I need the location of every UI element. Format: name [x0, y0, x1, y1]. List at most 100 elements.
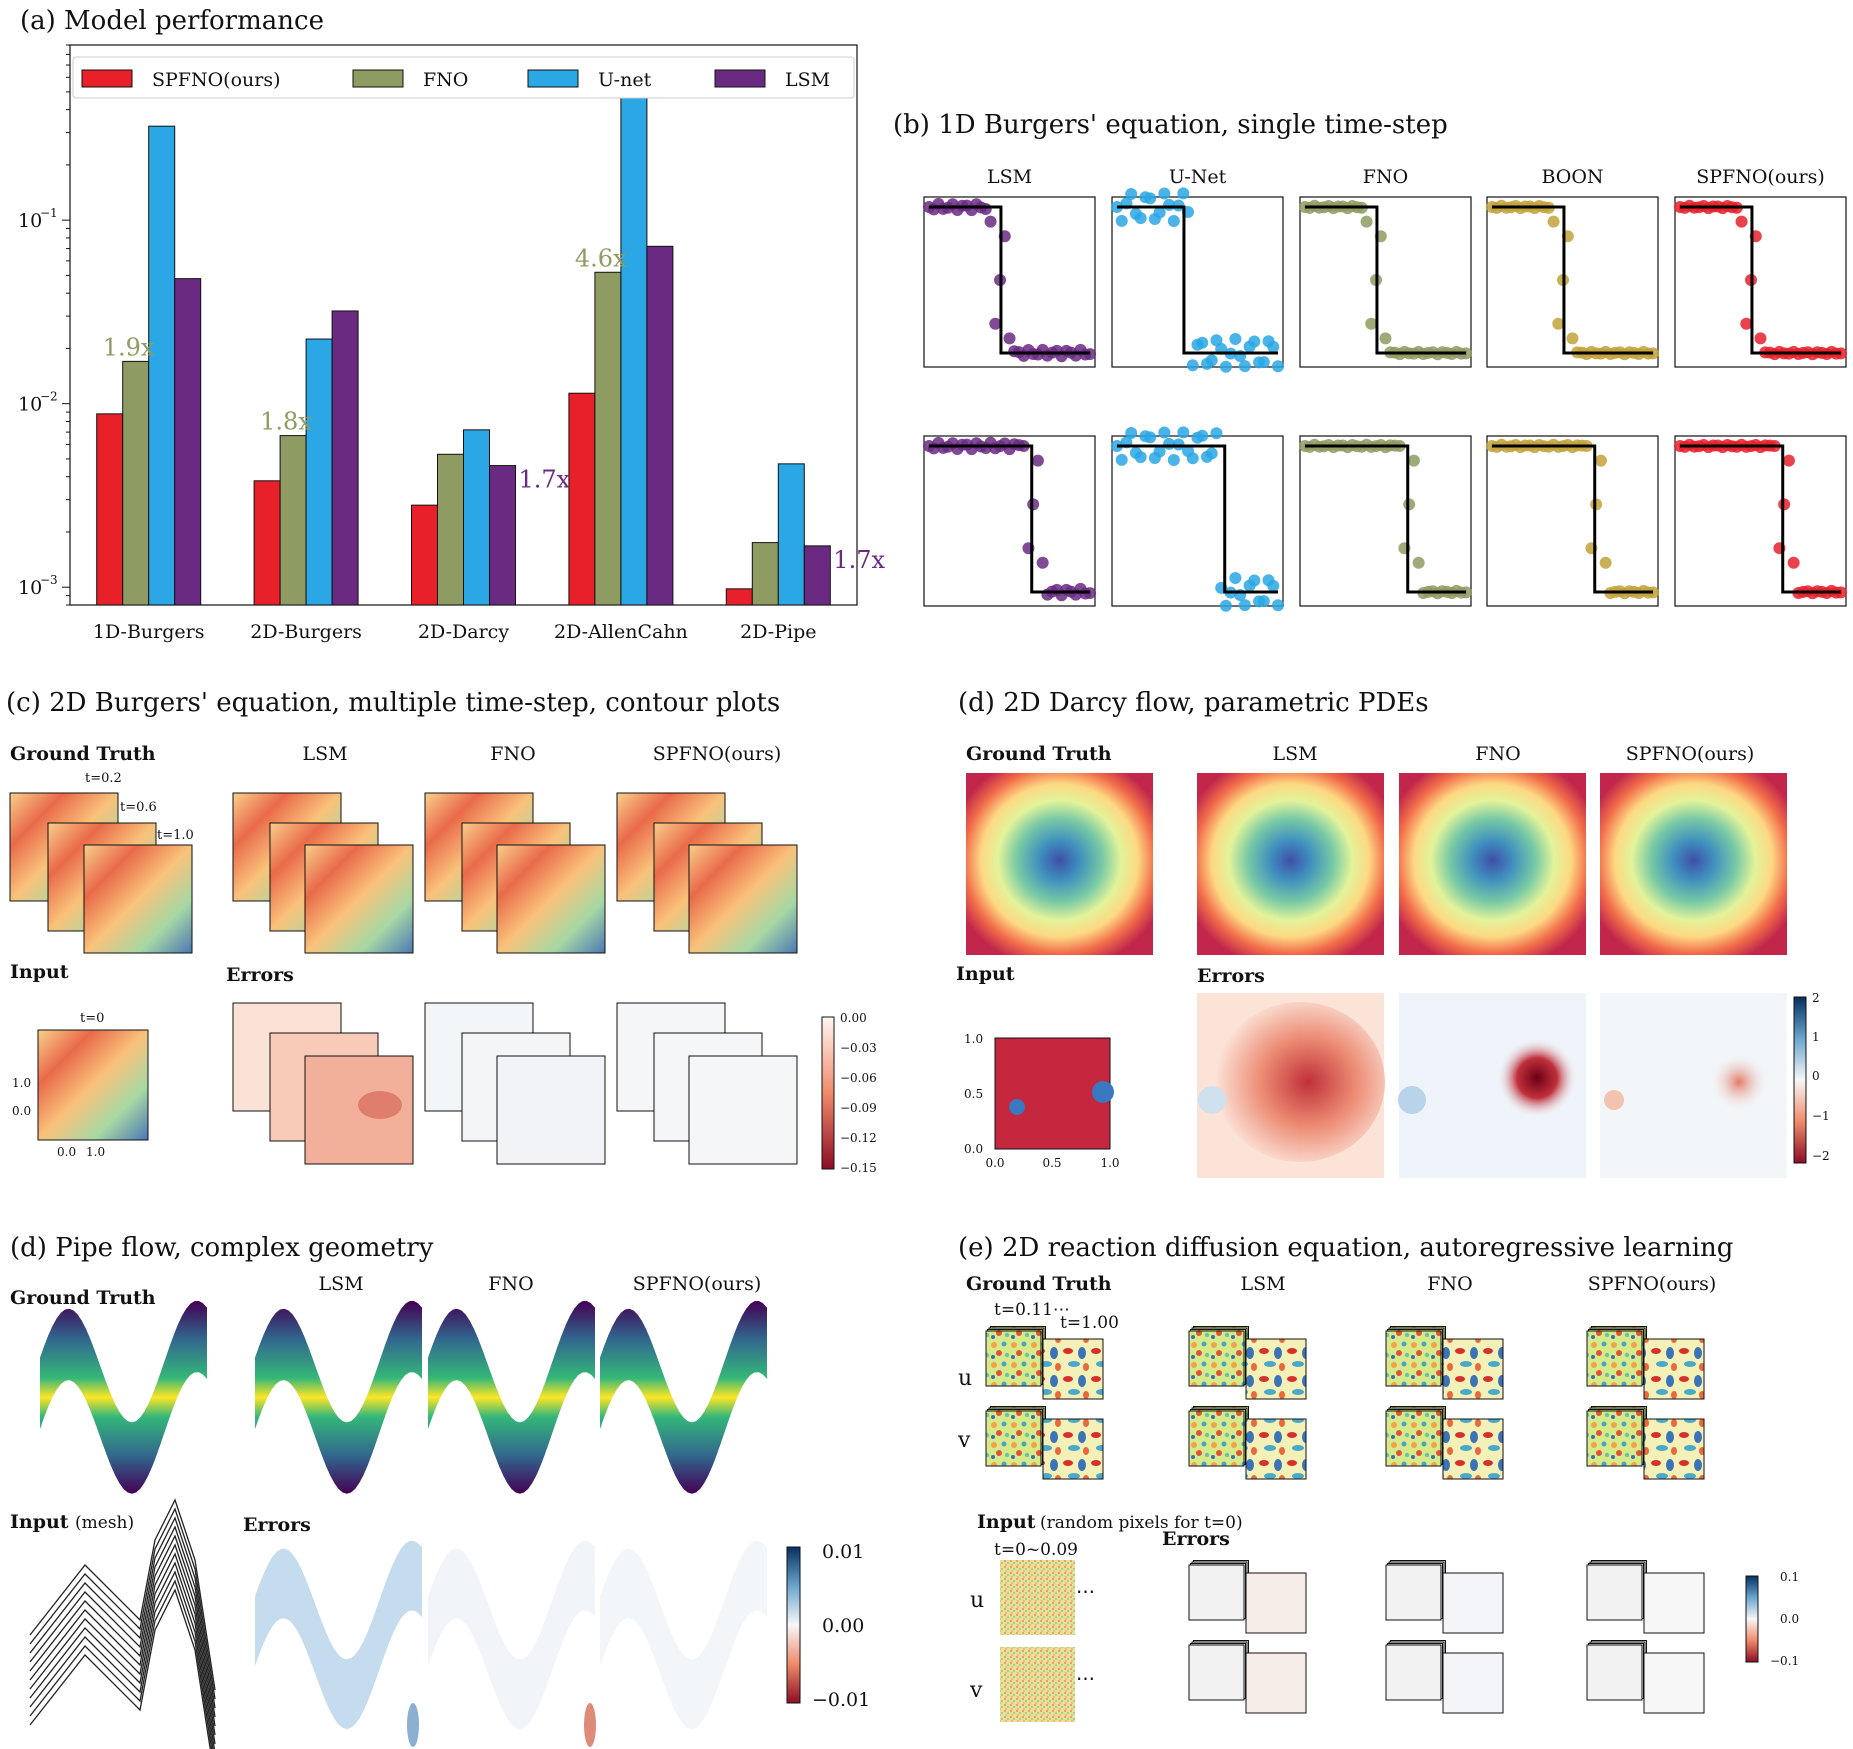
burgers1d-prediction-point — [1196, 336, 1209, 349]
burgers2d-cb-0: 0.00 — [840, 1011, 867, 1025]
burgers1d-prediction-point — [984, 215, 997, 228]
bar-lsm-3 — [646, 245, 674, 606]
bar-fno-1 — [279, 435, 307, 606]
rd-input-u-label: u — [970, 1588, 984, 1613]
speedup-annotation: 1.7x — [519, 466, 571, 494]
burgers1d-prediction-point — [1219, 599, 1232, 612]
pipe-input-label: Input — [10, 1511, 69, 1533]
burgers2d-ground-truth-label: Ground Truth — [10, 743, 156, 765]
burgers-2d-panel: Ground Truth LSM FNO SPFNO(ours) t=0.2 t… — [9, 743, 877, 1175]
pipe-spfno-error — [600, 1540, 767, 1730]
rd-cb-1: 0.0 — [1780, 1612, 1799, 1626]
bar-spfnoours-2 — [411, 504, 438, 606]
darcy-ground-truth-label: Ground Truth — [966, 743, 1112, 765]
rd-input-v-label: v — [969, 1678, 983, 1703]
burgers1d-prediction-point — [989, 317, 1002, 330]
pipe-gt-image — [40, 1300, 207, 1494]
burgers1d-prediction-point — [1167, 214, 1180, 227]
burgers1d-ground-truth-line — [1680, 444, 1841, 594]
burgers1d-ground-truth-line — [1492, 205, 1653, 355]
mesh-line — [29, 1570, 214, 1749]
y-tick-label: 10 — [18, 394, 42, 416]
burgers1d-prediction-point — [1594, 454, 1607, 467]
pipe-cb-0: 0.01 — [822, 1541, 864, 1563]
rd-stack-frame — [1586, 1330, 1643, 1387]
legend-label: U-net — [598, 69, 652, 91]
pipe-errors-label: Errors — [243, 1514, 311, 1536]
burgers2d-input-xtick-0: 0.0 — [57, 1145, 76, 1159]
rd-stack-frame — [1586, 1564, 1643, 1621]
mesh-line — [29, 1579, 213, 1749]
burgers1d-prediction-point — [1248, 574, 1261, 587]
burgers1d-prediction-point — [1115, 214, 1128, 227]
burgers1d-prediction-point — [1153, 206, 1166, 219]
burgers2d-model-lsm: LSM — [302, 743, 347, 765]
rd-input-time: t=0~0.09 — [994, 1540, 1078, 1560]
bar-lsm-0 — [174, 278, 202, 606]
burgers1d-prediction-point — [1267, 579, 1280, 592]
mesh-line — [29, 1552, 216, 1745]
y-tick-label: 10 — [18, 577, 42, 599]
burgers1d-prediction-point — [1125, 188, 1138, 201]
darcy-cb-4: −2 — [1812, 1149, 1830, 1163]
burgers1d-ground-truth-line — [1117, 205, 1278, 355]
rd-model-spfno: SPFNO(ours) — [1588, 1273, 1717, 1295]
mesh-line — [29, 1543, 216, 1736]
rd-stack-frame — [1385, 1644, 1442, 1701]
mesh-line — [29, 1498, 216, 1691]
pipe-error-field — [428, 1540, 595, 1730]
rd-model-lsm: LSM — [1240, 1273, 1285, 1295]
burgers2d-fno-stack — [424, 792, 606, 954]
rd-lsm-stacks — [1188, 1326, 1307, 1480]
darcy-model-spfno: SPFNO(ours) — [1626, 743, 1755, 765]
rd-colorbar — [1745, 1575, 1759, 1663]
burgers1d-model-label: BOON — [1541, 166, 1603, 188]
panel-e-title: (e) 2D reaction diffusion equation, auto… — [958, 1233, 1734, 1263]
burgers1d-prediction-point — [1031, 454, 1044, 467]
rd-final-frame — [1245, 1418, 1307, 1480]
speedup-annotation: 4.6x — [575, 244, 627, 272]
burgers1d-prediction-point — [1272, 599, 1284, 612]
pipe-ground-truth-label: Ground Truth — [10, 1287, 156, 1309]
burgers1d-prediction-point — [979, 202, 992, 215]
burgers1d-ground-truth-line — [1492, 444, 1653, 594]
darcy-fno-image — [1399, 773, 1586, 955]
pipe-cb-2: −0.01 — [812, 1689, 870, 1711]
burgers1d-prediction-point — [1144, 431, 1157, 444]
rd-final-frame — [1643, 1338, 1705, 1400]
burgers1d-prediction-point — [1412, 556, 1425, 569]
darcy-cb-2: 0 — [1812, 1069, 1820, 1083]
rd-errors-label: Errors — [1162, 1528, 1230, 1550]
burgers2d-time-2: t=1.0 — [157, 828, 194, 843]
mesh-line — [29, 1507, 216, 1700]
rd-stack-frame — [1188, 1330, 1245, 1387]
pipe-lsm-error — [255, 1540, 422, 1747]
burgers2d-time-0: t=0.2 — [85, 771, 122, 786]
bar-unet-0 — [148, 125, 176, 606]
burgers1d-prediction-point — [1196, 429, 1209, 442]
burgers1d-prediction-point — [1125, 427, 1138, 440]
pipe-colorbar-ticks: 0.01 0.00 −0.01 — [812, 1541, 870, 1711]
pipe-fno-image — [428, 1300, 595, 1494]
rd-input-u-image — [1000, 1560, 1075, 1635]
burgers1d-prediction-point — [1158, 187, 1171, 200]
rd-final-frame — [1442, 1652, 1504, 1714]
pipe-spfno-image — [600, 1300, 767, 1494]
burgers1d-prediction-point — [1177, 187, 1190, 200]
legend-swatch — [714, 69, 766, 88]
burgers2d-input-time: t=0 — [80, 1011, 104, 1026]
pipe-model-lsm: LSM — [318, 1273, 363, 1295]
rd-time-end: t=1.00 — [1060, 1313, 1119, 1333]
darcy-cb-0: 2 — [1812, 991, 1820, 1005]
rd-lsm-errors — [1188, 1560, 1307, 1714]
reaction-diffusion-panel: Ground Truth LSM FNO SPFNO(ours) t=0.11⋯… — [957, 1273, 1799, 1722]
darcy-input-image — [994, 1037, 1114, 1150]
bar-unet-3 — [620, 74, 648, 606]
burgers1d-prediction-point — [1144, 192, 1157, 205]
burgers2d-time-1: t=0.6 — [120, 800, 157, 815]
bar-unet-4 — [777, 463, 805, 606]
burgers2d-model-fno: FNO — [490, 743, 535, 765]
burgers1d-prediction-point — [1754, 332, 1767, 345]
rd-final-frame — [1245, 1338, 1307, 1400]
mesh-line — [29, 1534, 216, 1727]
